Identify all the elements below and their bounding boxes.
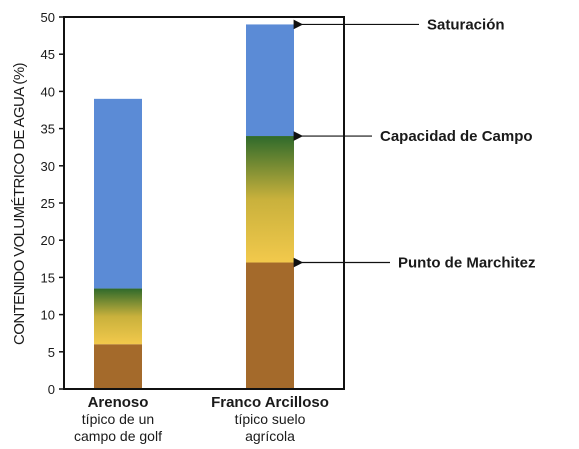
bar-segment-saturation [246, 24, 294, 137]
y-tick-label: 0 [48, 382, 55, 397]
bars-group [94, 24, 294, 389]
category-label: Arenoso [88, 394, 149, 411]
annotation-label: Capacidad de Campo [380, 128, 533, 145]
category-sublabel: agrícola [245, 428, 295, 444]
bar-segment-wilting-point [246, 262, 294, 389]
bar-segment-available-water [246, 136, 294, 263]
annotation-label: Punto de Marchitez [398, 255, 536, 272]
y-tick-label: 15 [41, 270, 55, 285]
y-tick-label: 25 [41, 196, 55, 211]
y-tick-label: 20 [41, 233, 55, 248]
y-axis: 0 5 10 15 20 25 30 35 40 45 50 CONTENIDO VOLUMÉTRI… [11, 10, 64, 397]
plot-frame [63, 16, 345, 390]
bar-segment-saturation [94, 98, 142, 289]
y-tick-group: 0 5 10 15 20 25 30 35 40 45 50 [41, 10, 64, 397]
category-label: Franco Arcilloso [211, 394, 329, 411]
y-tick-label: 45 [41, 47, 55, 62]
category-sublabel: típico suelo [235, 411, 306, 427]
category-sublabel: campo de golf [74, 428, 162, 444]
y-tick-label: 50 [41, 10, 55, 25]
y-axis-label: CONTENIDO VOLUMÉTRICO DE AGUA (%) [11, 62, 28, 345]
y-tick-label: 30 [41, 159, 55, 174]
y-tick-label: 10 [41, 308, 55, 323]
y-tick-label: 35 [41, 122, 55, 137]
y-tick-label: 40 [41, 84, 55, 99]
annotations-group: Saturación Capacidad de Campo Punto de Mar… [293, 16, 536, 272]
annotation-label: Saturación [427, 16, 505, 33]
y-tick-label: 5 [48, 345, 55, 360]
bar-segment-available-water [94, 288, 142, 345]
category-sublabel: típico de un [82, 411, 154, 427]
bar-segment-wilting-point [94, 344, 142, 389]
